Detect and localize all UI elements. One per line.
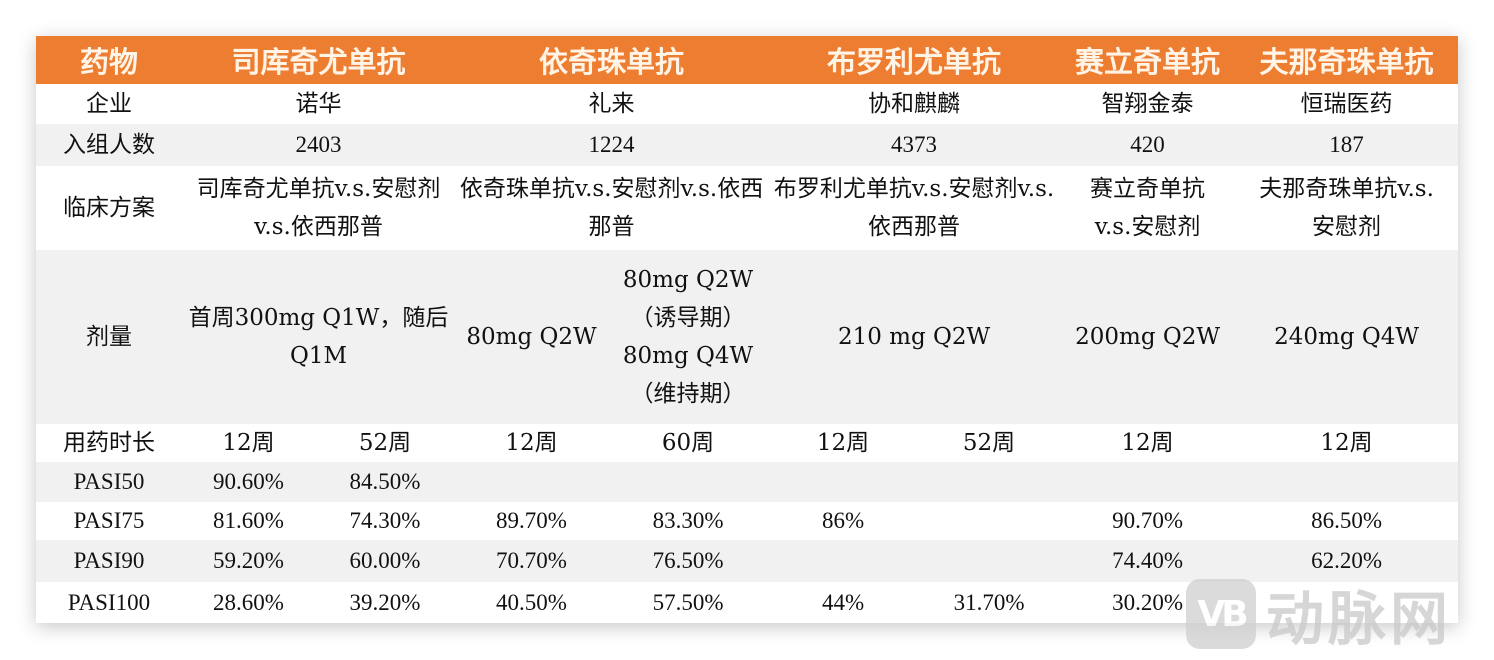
pasi-cell: 40.50%	[455, 582, 609, 623]
dosage-cell-secukinumab: 首周300mg Q1W，随后Q1M	[182, 250, 456, 424]
row-label-enrollment: 入组人数	[36, 124, 182, 166]
row-label-duration: 用药时长	[36, 424, 182, 462]
comparison-table-card: 药物 司库奇尤单抗 依奇珠单抗 布罗利尤单抗 赛立奇单抗 夫那奇珠单抗 企业 诺…	[36, 36, 1459, 623]
clinical-plan-cell: 依奇珠单抗v.s.安慰剂v.s.依西那普	[455, 166, 769, 250]
pasi-cell	[918, 462, 1061, 502]
pasi-cell: 90.60%	[182, 462, 315, 502]
pasi-cell: 74.40%	[1060, 540, 1236, 582]
pasi-cell: 57.50%	[608, 582, 769, 623]
pasi-cell: 62.20%	[1235, 540, 1459, 582]
duration-cell: 12周	[768, 424, 919, 462]
enrollment-cell: 4373	[768, 124, 1061, 166]
pasi-cell	[918, 540, 1061, 582]
pasi-cell: 31.70%	[918, 582, 1061, 623]
pasi-cell	[608, 462, 769, 502]
enrollment-row: 入组人数 2403 1224 4373 420 187	[36, 124, 1459, 166]
pasi-cell	[918, 502, 1061, 540]
pasi-cell	[768, 462, 919, 502]
header-drug-vunakizumab: 夫那奇珠单抗	[1235, 36, 1459, 84]
row-label-pasi75: PASI75	[36, 502, 182, 540]
pasi90-row: PASI90 59.20% 60.00% 70.70% 76.50% 74.40…	[36, 540, 1459, 582]
pasi-cell	[1235, 582, 1459, 623]
pasi-cell	[768, 540, 919, 582]
dosage-cell-xeligekimab: 200mg Q2W	[1060, 250, 1236, 424]
dosage-cell-ixekizumab-12w: 80mg Q2W	[455, 250, 609, 424]
header-drug-secukinumab: 司库奇尤单抗	[182, 36, 456, 84]
row-label-pasi100: PASI100	[36, 582, 182, 623]
dosage-line: 80mg Q2W	[622, 267, 754, 293]
company-cell: 恒瑞医药	[1235, 84, 1459, 124]
drug-comparison-table: 药物 司库奇尤单抗 依奇珠单抗 布罗利尤单抗 赛立奇单抗 夫那奇珠单抗 企业 诺…	[36, 36, 1459, 623]
dosage-row: 剂量 首周300mg Q1W，随后Q1M 80mg Q2W 80mg Q2W （…	[36, 250, 1459, 424]
row-label-clinical-plan: 临床方案	[36, 166, 182, 250]
pasi-cell: 59.20%	[182, 540, 315, 582]
pasi100-row: PASI100 28.60% 39.20% 40.50% 57.50% 44% …	[36, 582, 1459, 623]
clinical-plan-cell: 夫那奇珠单抗v.s.安慰剂	[1235, 166, 1459, 250]
header-drug-ixekizumab: 依奇珠单抗	[455, 36, 769, 84]
row-label-company: 企业	[36, 84, 182, 124]
duration-row: 用药时长 12周 52周 12周 60周 12周 52周 12周 12周	[36, 424, 1459, 462]
header-drug-brodalumab: 布罗利尤单抗	[768, 36, 1061, 84]
enrollment-cell: 420	[1060, 124, 1236, 166]
header-label: 药物	[36, 36, 182, 84]
enrollment-cell: 2403	[182, 124, 456, 166]
dosage-line: （维持期）	[630, 381, 746, 407]
enrollment-cell: 187	[1235, 124, 1459, 166]
pasi-cell: 39.20%	[315, 582, 456, 623]
pasi-cell: 81.60%	[182, 502, 315, 540]
clinical-plan-cell: 赛立奇单抗v.s.安慰剂	[1060, 166, 1236, 250]
pasi-cell: 60.00%	[315, 540, 456, 582]
pasi-cell	[1060, 462, 1236, 502]
company-cell: 智翔金泰	[1060, 84, 1236, 124]
pasi-cell: 83.30%	[608, 502, 769, 540]
company-cell: 协和麒麟	[768, 84, 1061, 124]
pasi-cell: 70.70%	[455, 540, 609, 582]
pasi-cell: 86%	[768, 502, 919, 540]
row-label-dosage: 剂量	[36, 250, 182, 424]
clinical-plan-row: 临床方案 司库奇尤单抗v.s.安慰剂v.s.依西那普 依奇珠单抗v.s.安慰剂v…	[36, 166, 1459, 250]
duration-cell: 12周	[182, 424, 315, 462]
pasi-cell: 30.20%	[1060, 582, 1236, 623]
enrollment-cell: 1224	[455, 124, 769, 166]
duration-cell: 12周	[1060, 424, 1236, 462]
row-label-pasi50: PASI50	[36, 462, 182, 502]
header-row: 药物 司库奇尤单抗 依奇珠单抗 布罗利尤单抗 赛立奇单抗 夫那奇珠单抗	[36, 36, 1459, 84]
dosage-cell-brodalumab: 210 mg Q2W	[768, 250, 1061, 424]
duration-cell: 52周	[918, 424, 1061, 462]
pasi-cell: 28.60%	[182, 582, 315, 623]
pasi-cell: 86.50%	[1235, 502, 1459, 540]
dosage-cell-ixekizumab-60w: 80mg Q2W （诱导期） 80mg Q4W （维持期）	[608, 250, 769, 424]
pasi75-row: PASI75 81.60% 74.30% 89.70% 83.30% 86% 9…	[36, 502, 1459, 540]
pasi-cell	[1235, 462, 1459, 502]
duration-cell: 12周	[455, 424, 609, 462]
pasi-cell: 84.50%	[315, 462, 456, 502]
clinical-plan-cell: 布罗利尤单抗v.s.安慰剂v.s.依西那普	[768, 166, 1061, 250]
dosage-line: 80mg Q4W	[622, 343, 754, 369]
pasi-cell	[455, 462, 609, 502]
pasi-cell: 44%	[768, 582, 919, 623]
dosage-cell-vunakizumab: 240mg Q4W	[1235, 250, 1459, 424]
dosage-line: （诱导期）	[630, 305, 746, 331]
pasi-cell: 90.70%	[1060, 502, 1236, 540]
clinical-plan-cell: 司库奇尤单抗v.s.安慰剂v.s.依西那普	[182, 166, 456, 250]
pasi-cell: 76.50%	[608, 540, 769, 582]
company-cell: 礼来	[455, 84, 769, 124]
header-drug-xeligekimab: 赛立奇单抗	[1060, 36, 1236, 84]
row-label-pasi90: PASI90	[36, 540, 182, 582]
duration-cell: 60周	[608, 424, 769, 462]
pasi50-row: PASI50 90.60% 84.50%	[36, 462, 1459, 502]
company-cell: 诺华	[182, 84, 456, 124]
company-row: 企业 诺华 礼来 协和麒麟 智翔金泰 恒瑞医药	[36, 84, 1459, 124]
duration-cell: 12周	[1235, 424, 1459, 462]
duration-cell: 52周	[315, 424, 456, 462]
pasi-cell: 89.70%	[455, 502, 609, 540]
pasi-cell: 74.30%	[315, 502, 456, 540]
